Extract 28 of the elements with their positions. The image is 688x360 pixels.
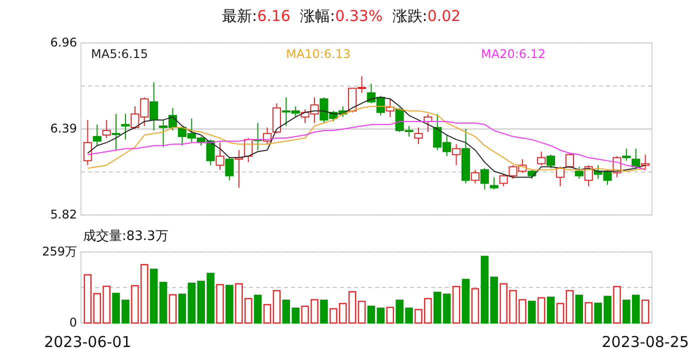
bar xyxy=(159,282,168,324)
bar xyxy=(150,268,158,324)
bar xyxy=(376,308,385,324)
text: MA5:6.15 xyxy=(91,47,148,61)
bar xyxy=(178,294,186,324)
y-tick-label: 6.39 xyxy=(50,121,77,136)
y-tick-label: 5.82 xyxy=(50,207,77,222)
candlestick xyxy=(121,113,130,140)
bar xyxy=(254,294,262,324)
bar xyxy=(575,294,584,324)
bar xyxy=(367,306,376,324)
candlestick xyxy=(414,126,423,145)
bar xyxy=(462,278,470,324)
bar xyxy=(546,296,555,324)
text: MA10:6.13 xyxy=(286,47,351,61)
y-tick-label: 6.96 xyxy=(50,35,77,50)
bar xyxy=(226,284,234,324)
text: MA20:6.12 xyxy=(481,47,546,61)
y-tick-label: 259万 xyxy=(42,244,77,258)
candlestick xyxy=(112,113,120,151)
bar xyxy=(528,300,536,324)
bar xyxy=(320,300,328,324)
chart-title: 成交量:83.3万 xyxy=(83,228,168,244)
x-tick-label: 2023-06-01 xyxy=(44,333,132,352)
x-tick-label: 2023-08-25 xyxy=(602,333,688,352)
y-tick-label: 0 xyxy=(69,315,77,330)
candlestick xyxy=(150,82,158,132)
chart-title: 最新:6.16 涨幅:0.33% 涨跌:0.02 xyxy=(222,7,461,25)
